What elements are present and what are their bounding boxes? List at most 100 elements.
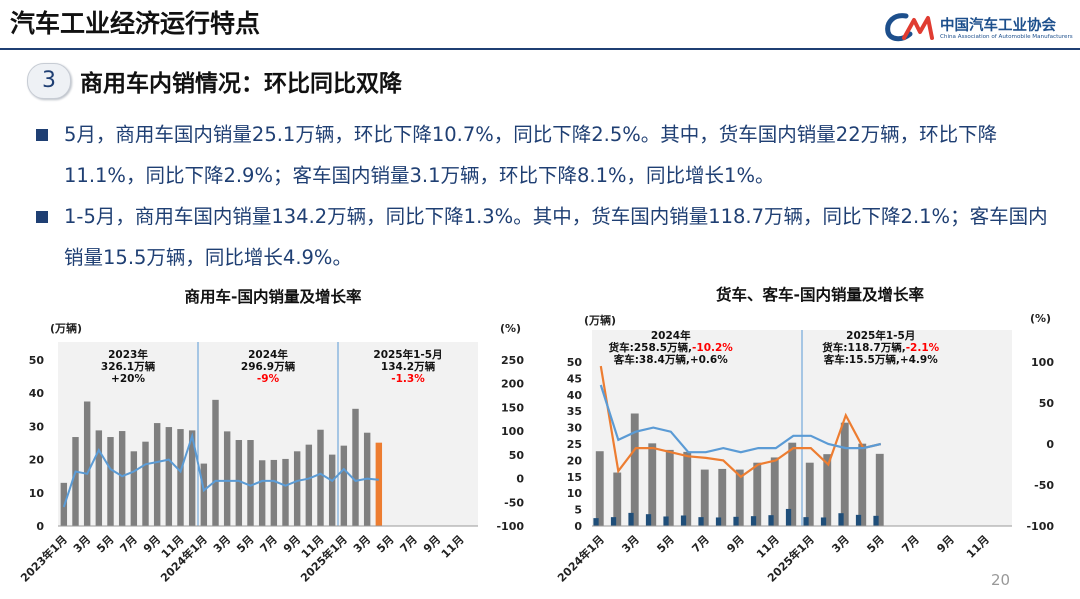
chart-annotation: 客车:15.5万辆,+4.9%: [823, 353, 938, 366]
truck-sales-bar: [648, 443, 657, 526]
chart-annotation: +20%: [111, 373, 145, 385]
growth-rate-line: [62, 432, 379, 508]
bus-sales-bar: [855, 514, 862, 526]
x-tick-label: 3月: [71, 533, 93, 555]
x-tick-label: 9月: [724, 533, 746, 555]
x-tick-label: 7月: [258, 533, 280, 555]
bus-sales-bar: [698, 517, 704, 526]
logo-name-cn: 中国汽车工业协会: [940, 18, 1056, 34]
truck-sales-bar: [875, 453, 884, 526]
y-right-tick-label: 100: [501, 425, 524, 438]
y-left-tick-label: 5: [574, 504, 582, 517]
y-right-tick-label: -50: [504, 496, 524, 509]
x-tick-label: 5月: [654, 533, 676, 555]
bus-sales-bar: [645, 514, 652, 526]
sales-bar: [258, 460, 266, 526]
truck-sales-bar: [858, 443, 867, 526]
sales-bar: [293, 451, 301, 526]
y-right-tick-label: 150: [501, 401, 524, 414]
chart-annotation: -1.3%: [391, 373, 425, 385]
truck-sales-bar: [735, 469, 744, 526]
sales-bar: [200, 463, 208, 526]
x-tick-label: 5月: [374, 533, 396, 555]
section-number-badge: 3: [27, 63, 71, 99]
page-title: 汽车工业经济运行特点: [10, 9, 261, 38]
sales-bar: [317, 429, 324, 526]
truck-sales-bar: [630, 413, 639, 526]
chart-annotation: 2024年: [248, 348, 288, 361]
sales-bar: [118, 431, 126, 526]
y-axis-right-unit: (%): [1030, 312, 1051, 325]
sales-bar: [270, 459, 278, 526]
bus-sales-bar: [785, 508, 792, 526]
y-left-tick-label: 30: [29, 420, 45, 433]
bus-sales-bar: [733, 516, 739, 526]
x-tick-label: 7月: [689, 533, 711, 555]
y-right-tick-label: -100: [1026, 520, 1054, 533]
bullet-text-2: 1-5月，商用车国内销量134.2万辆，同比下降1.3%。其中，货车国内销量11…: [64, 205, 1048, 269]
y-axis-right-unit: (%): [500, 322, 521, 335]
page-number: 20: [991, 571, 1011, 589]
sales-bar: [352, 408, 359, 526]
truck-sales-bar: [840, 422, 849, 526]
x-tick-label: 3月: [351, 533, 373, 555]
bus-sales-bar: [680, 515, 687, 526]
y-right-tick-label: 0: [1046, 438, 1054, 451]
truck-sales-bar: [613, 472, 622, 526]
y-left-tick-label: 30: [567, 422, 583, 435]
x-tick-label: 7月: [899, 533, 921, 555]
truck-sales-bar: [700, 469, 709, 526]
truck-sales-bar: [788, 442, 797, 526]
chart-annotation: 客车:38.4万辆,+0.6%: [613, 353, 728, 366]
y-left-tick-label: 10: [567, 487, 583, 500]
sales-bar: [72, 437, 79, 526]
truck-sales-bar: [665, 449, 674, 526]
truck-bus-chart: 货车、客车-国内销量及增长率 (万辆) (%) 0 5 10 15 20 25 30 35 40 45 5…: [554, 285, 1054, 585]
truck-sales-bar: [753, 462, 762, 526]
x-tick-label: 5月: [864, 533, 886, 555]
x-tick-label: 7月: [398, 533, 420, 555]
x-tick-label: 3月: [829, 533, 851, 555]
truck-sales-bar: [770, 457, 779, 526]
chart-annotation: 134.2万辆: [381, 360, 436, 373]
y-axis-left-unit: (万辆): [50, 321, 82, 335]
y-left-tick-label: 50: [29, 354, 45, 367]
chart-annotation: 2025年1-5月: [373, 348, 442, 361]
sales-bar: [375, 442, 383, 526]
sales-bar: [177, 429, 184, 526]
sales-bar: [223, 431, 231, 526]
chart-title: 货车、客车-国内销量及增长率: [716, 285, 924, 304]
truck-sales-bar: [718, 468, 727, 526]
y-axis-left-unit: (万辆): [584, 313, 616, 327]
bus-sales-bar: [715, 517, 722, 526]
sales-bar: [83, 401, 91, 526]
x-tick-label: 3月: [211, 533, 233, 555]
sales-bar: [95, 430, 103, 526]
sales-bar: [142, 441, 149, 526]
y-right-tick-label: 250: [501, 354, 524, 367]
y-left-tick-label: 35: [567, 405, 582, 418]
y-left-tick-label: 0: [574, 520, 582, 533]
chart-annotation: 2025年1-5月: [846, 329, 915, 342]
logo-name-en: China Association of Automobile Manufact…: [940, 34, 1073, 40]
bus-sales-bar: [820, 517, 827, 526]
section-title: 商用车内销情况：环比同比双降: [80, 71, 402, 97]
y-left-tick-label: 40: [567, 389, 583, 402]
chart-annotation: 货车:118.7万辆,-2.1%: [821, 341, 939, 354]
y-left-tick-label: 50: [567, 356, 583, 369]
y-left-tick-label: 10: [29, 487, 45, 500]
bus-sales-bar: [750, 516, 757, 526]
bullet-square-icon: [36, 129, 48, 141]
bus-sales-bar: [803, 517, 809, 526]
bus-growth-line: [599, 384, 882, 454]
x-tick-label: 11月: [964, 533, 992, 561]
x-tick-label: 5月: [234, 533, 256, 555]
bullet-text-1: 5月，商用车国内销量25.1万辆，环比下降10.7%，同比下降2.5%。其中，货…: [64, 123, 998, 187]
sales-bar: [282, 458, 289, 526]
sales-bar: [305, 444, 313, 526]
bullet-square-icon: [36, 211, 48, 223]
sales-bar: [188, 430, 196, 526]
chart-annotation: 2024年: [651, 329, 691, 342]
y-left-tick-label: 20: [29, 454, 45, 467]
sales-bar: [212, 399, 219, 526]
